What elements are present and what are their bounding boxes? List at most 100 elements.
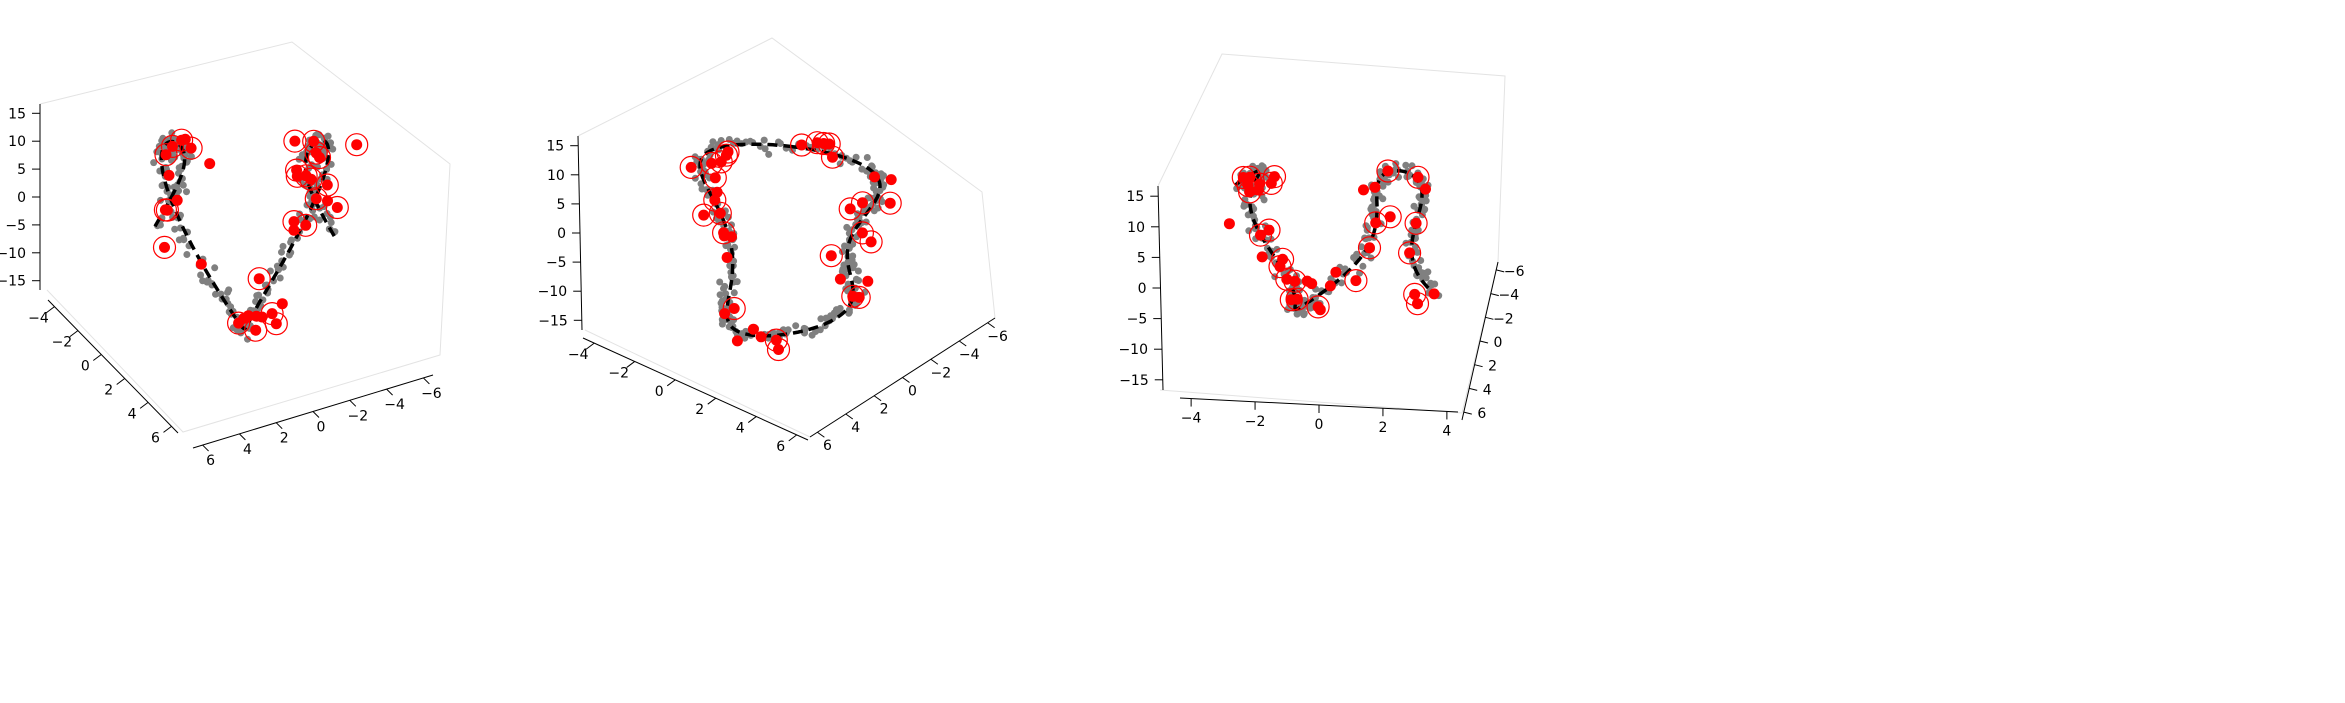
- red-point: [1223, 218, 1235, 230]
- red-circle-marker: [703, 188, 727, 212]
- red-circle-marker: [1364, 211, 1388, 235]
- grey-point: [1376, 168, 1384, 176]
- red-point: [1369, 181, 1381, 193]
- y-tick: [46, 306, 55, 314]
- red-point: [856, 227, 868, 239]
- red-circle-marker: [1376, 159, 1400, 183]
- red-circle-marker: [325, 195, 349, 220]
- red-point: [706, 157, 718, 169]
- red-point: [1410, 217, 1422, 229]
- y-tick-label: 6: [151, 430, 160, 446]
- x-tick: [845, 413, 854, 420]
- z-tick-label: 10: [8, 134, 26, 150]
- y-tick: [1474, 364, 1483, 368]
- x-tick-label: −4: [1181, 411, 1202, 427]
- red-point: [167, 140, 178, 152]
- red-point: [825, 250, 837, 262]
- red-circle-marker: [179, 136, 203, 160]
- pane-outline: [39, 41, 451, 433]
- x-tick-label: −6: [987, 329, 1008, 345]
- grey-point: [792, 322, 800, 330]
- red-point: [1358, 184, 1369, 196]
- grey-point: [716, 291, 724, 299]
- red-circle-marker: [838, 197, 862, 221]
- red-point: [1409, 288, 1421, 300]
- red-point: [1382, 165, 1394, 177]
- x-tick-label: 4: [243, 442, 252, 458]
- grey-point: [839, 265, 847, 273]
- red-circle-marker: [1306, 295, 1330, 319]
- grey-point: [728, 273, 736, 281]
- grey-point: [852, 275, 860, 283]
- red-point: [1255, 229, 1266, 241]
- red-point: [844, 203, 856, 215]
- grey-point: [225, 286, 233, 294]
- red-circle-marker: [1231, 165, 1255, 190]
- y-tick-label: −2: [608, 365, 629, 381]
- x-tick-label: 2: [1378, 420, 1387, 436]
- red-point: [709, 172, 721, 184]
- z-tick-label: −10: [1118, 342, 1148, 358]
- grey-point: [150, 159, 158, 167]
- x-tick-label: −4: [959, 347, 980, 363]
- x-tick: [902, 377, 910, 383]
- red-point: [163, 169, 175, 181]
- grey-point: [168, 129, 176, 137]
- y-tick-label: −6: [1504, 264, 1525, 280]
- red-point: [865, 236, 877, 248]
- red-point: [847, 290, 859, 302]
- grey-point: [327, 219, 335, 226]
- grey-point: [183, 188, 190, 196]
- grey-point: [724, 241, 732, 249]
- red-point: [1350, 275, 1362, 287]
- red-point: [722, 146, 734, 158]
- grey-point: [870, 207, 878, 215]
- red-point: [796, 139, 808, 151]
- grey-point: [808, 331, 816, 339]
- x-tick: [239, 433, 246, 441]
- y-tick: [1463, 411, 1472, 415]
- red-circle-marker: [817, 132, 841, 156]
- y-tick-label: 2: [1488, 359, 1497, 375]
- grey-point: [171, 225, 179, 233]
- red-point: [862, 275, 874, 287]
- red-circle-marker: [812, 131, 836, 156]
- red-circle-marker: [1378, 205, 1402, 229]
- z-tick-label: 0: [1138, 281, 1147, 297]
- x-tick-label: 6: [206, 453, 215, 469]
- grey-point: [212, 290, 219, 298]
- grey-point: [760, 136, 768, 144]
- z-tick-label: −15: [1119, 373, 1149, 389]
- red-circle-marker: [1236, 173, 1260, 198]
- red-point: [1384, 211, 1396, 223]
- red-point: [747, 323, 759, 335]
- red-point: [331, 202, 343, 213]
- y-tick-label: 4: [1483, 382, 1492, 398]
- panel-right: −15 −10 −5 0 5 10 15 −4 −2 0 2 4 −6 −4 −2 0 2 4 6: [1118, 53, 1525, 439]
- red-point: [1277, 253, 1289, 265]
- red-point: [276, 298, 288, 310]
- grey-point: [852, 153, 860, 161]
- y-tick: [139, 402, 149, 409]
- y-tick: [1485, 316, 1494, 320]
- y-tick-label: 4: [128, 406, 137, 422]
- grey-point: [817, 315, 825, 323]
- red-point: [321, 179, 333, 191]
- red-point: [1364, 242, 1375, 254]
- z-tick-label: 15: [546, 139, 564, 155]
- x-tick: [817, 431, 825, 438]
- red-point: [204, 158, 216, 170]
- grey-point: [158, 137, 166, 145]
- red-point: [721, 252, 733, 263]
- red-circle-marker: [1285, 287, 1309, 311]
- red-circle-marker: [708, 201, 732, 225]
- grey-point: [854, 267, 862, 275]
- z-tick-label: 15: [1126, 189, 1144, 205]
- grey-point: [845, 309, 853, 317]
- z-tick-label: 10: [1127, 220, 1145, 236]
- red-point: [731, 335, 743, 347]
- red-circle-marker: [841, 284, 865, 308]
- red-circle-marker: [766, 337, 791, 362]
- fitted-curve: [1234, 168, 1438, 312]
- grey-point: [843, 223, 851, 231]
